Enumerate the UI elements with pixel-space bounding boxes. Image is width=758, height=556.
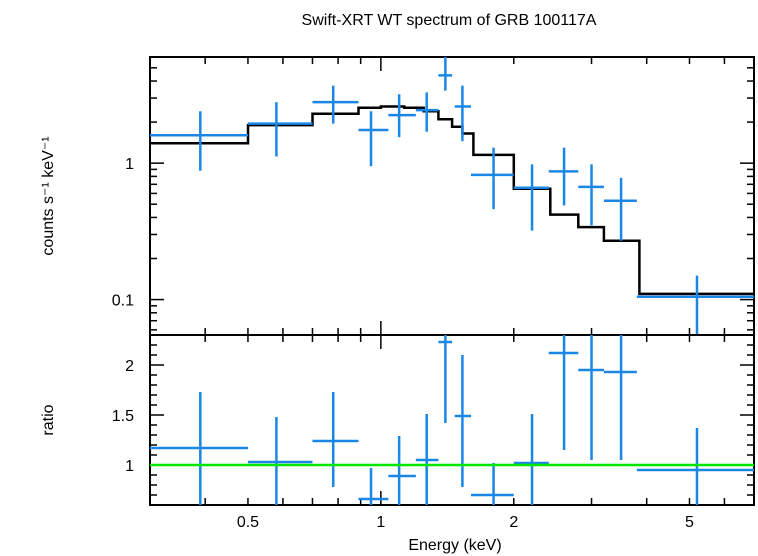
data-point (150, 111, 248, 171)
data-point (415, 414, 439, 505)
data-point (548, 147, 579, 206)
model-step-line (150, 105, 754, 296)
x-tick-label: 0.5 (237, 514, 259, 531)
data-point (513, 164, 549, 231)
x-tick-label: 2 (509, 514, 518, 531)
ratio-panel-frame (149, 334, 755, 506)
x-axis-label: Energy (keV) (408, 537, 501, 554)
spectrum-data (150, 57, 754, 335)
data-point (636, 275, 754, 335)
spectrum-model (150, 105, 754, 296)
spectrum-tick-labels: 0.11 (112, 156, 134, 309)
data-point (247, 417, 313, 505)
data-point (438, 335, 453, 423)
data-point (415, 92, 439, 132)
y-tick-label: 0.1 (112, 293, 134, 310)
data-point (513, 414, 549, 505)
x-tick-label: 1 (376, 514, 385, 531)
spectrum-axis-ticks (149, 56, 755, 335)
data-point (150, 392, 248, 505)
data-point (578, 164, 604, 226)
data-point (578, 335, 604, 460)
ratio-panel: 1 1.5 2 0.5 1 2 5 ratio Energy (keV) (40, 334, 755, 554)
spectrum-panel: 0.11 counts s⁻¹ keV⁻¹ (40, 56, 755, 336)
data-point (312, 392, 359, 487)
chart-title: Swift-XRT WT spectrum of GRB 100117A (302, 12, 597, 29)
spectrum-y-axis-label: counts s⁻¹ keV⁻¹ (40, 136, 57, 255)
data-point (438, 57, 453, 91)
ratio-y-axis-label: ratio (40, 404, 57, 435)
data-point (454, 85, 471, 142)
y-tick-label: 2 (125, 358, 134, 375)
ratio-tick-labels: 1 1.5 2 0.5 1 2 5 (112, 358, 694, 531)
data-point (470, 463, 514, 505)
data-point (636, 428, 754, 505)
data-point (388, 94, 416, 138)
data-point (358, 111, 389, 167)
data-point (603, 335, 637, 460)
data-point (388, 436, 416, 505)
y-tick-label: 1 (125, 156, 134, 173)
data-point (548, 335, 579, 450)
ratio-axis-ticks (149, 335, 755, 505)
data-point (603, 177, 637, 241)
y-tick-label: 1.5 (112, 408, 134, 425)
data-point (312, 85, 359, 124)
data-point (358, 468, 389, 505)
data-point (247, 102, 313, 157)
data-point (454, 355, 471, 487)
data-point (470, 147, 514, 210)
x-tick-label: 5 (685, 514, 694, 531)
y-tick-label: 1 (125, 458, 134, 475)
ratio-data (150, 335, 754, 505)
